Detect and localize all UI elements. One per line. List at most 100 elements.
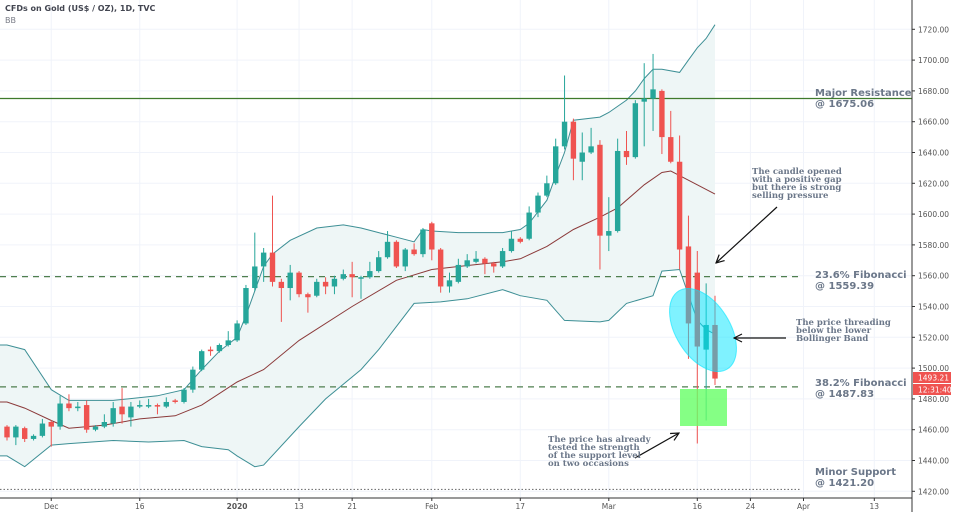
time-tick-label: Dec [44, 502, 59, 511]
price-tick-label: 1540.00 [918, 303, 949, 312]
price-tick-label: 1660.00 [918, 118, 949, 127]
candle [384, 231, 391, 259]
candle [278, 278, 285, 322]
candle-body [260, 252, 267, 267]
candle-body [411, 249, 417, 255]
candle-body [384, 241, 391, 258]
candle-body [402, 249, 408, 267]
candle [376, 251, 382, 273]
candle-body [101, 422, 108, 427]
band-note: The price threading below the lower Boll… [796, 318, 894, 344]
candle [455, 258, 462, 284]
candle [216, 343, 223, 353]
fib-38-label-value: @ 1487.83 [815, 389, 874, 400]
candle-body [39, 423, 46, 436]
candle-body [614, 150, 621, 232]
candle [110, 401, 116, 427]
annotation-notes: The candle opened with a positive gap bu… [548, 167, 894, 469]
candle-body [207, 349, 214, 352]
candle [30, 434, 37, 441]
resistance-label: Major Resistance @ 1675.06 [815, 88, 915, 110]
candle [499, 247, 506, 268]
time-tick-label: 16 [135, 502, 145, 511]
candle [39, 418, 46, 438]
candle [420, 227, 426, 258]
candle-body [128, 406, 134, 418]
candle [526, 206, 532, 241]
time-tick-label: 2020 [227, 502, 248, 511]
countdown-tag [913, 384, 951, 395]
candle-body [234, 323, 240, 341]
indicator-label[interactable]: BB [5, 16, 16, 25]
candle-body [225, 340, 231, 345]
candle [66, 394, 72, 412]
candle [614, 138, 621, 233]
time-tick-label: 21 [347, 502, 357, 511]
time-tick-label: Apr [797, 502, 811, 511]
candle [597, 140, 603, 270]
candle-body [393, 241, 400, 267]
candle-body [535, 195, 541, 213]
gap-note-line: The candle opened [752, 167, 842, 177]
gap-note-line: with a positive gap [751, 175, 842, 185]
fib-23-label: 23.6% Fibonacci @ 1559.39 [815, 270, 910, 292]
candle-body [597, 144, 603, 236]
gap-note-line: but there is strong [752, 183, 841, 193]
candle-body [358, 277, 364, 279]
candle-body [437, 249, 444, 287]
candle [437, 247, 444, 293]
time-tick-label: 17 [516, 502, 526, 511]
candle-body [163, 401, 169, 407]
candle-body [464, 260, 470, 267]
candle [588, 127, 594, 155]
price-tick-label: 1720.00 [918, 25, 949, 34]
candle [632, 100, 639, 159]
candle-body [668, 137, 674, 162]
price-tick-label: 1700.00 [918, 56, 949, 65]
price-tick-label: 1480.00 [918, 395, 949, 404]
band-note-line: Bollinger Band [796, 334, 868, 344]
candle [570, 118, 577, 181]
fib-38-label-line: 38.2% Fibonacci [815, 378, 907, 389]
candle [606, 197, 612, 252]
candle-body [243, 288, 249, 324]
support-note-line: of the support level [548, 451, 642, 461]
candle [22, 426, 28, 443]
candle [305, 292, 311, 313]
candle [296, 271, 302, 298]
countdown-text: 12:31:40 [918, 386, 952, 395]
candle-body [526, 212, 532, 239]
candle-body [508, 238, 515, 252]
support-test-box [680, 389, 727, 426]
candle [553, 138, 559, 185]
candle-body [561, 121, 568, 147]
candle [464, 254, 470, 268]
candle [145, 398, 152, 409]
candle-body [181, 389, 187, 402]
candle-body [641, 98, 647, 102]
time-tick-label: 16 [693, 502, 703, 511]
candle-body [4, 426, 10, 438]
price-axis[interactable]: 1420.00 1440.00 1460.00 1480.00 1500.00 1520.… [911, 0, 949, 512]
price-tick-label: 1420.00 [918, 487, 949, 496]
support-note-line: tested the strength [548, 443, 640, 453]
support-label: Minor Support @ 1421.20 [815, 467, 900, 489]
fib-23-label-value: @ 1559.39 [815, 281, 874, 292]
resistance-label-value: @ 1675.06 [815, 99, 874, 110]
support-note-line: on two occasions [548, 459, 629, 469]
last-price-tag [913, 372, 951, 383]
band-note-line: The price threading [796, 318, 891, 328]
candle [252, 232, 258, 292]
candle [199, 349, 205, 372]
candle [668, 110, 674, 164]
support-label-value: @ 1421.20 [815, 478, 874, 489]
candle-body [314, 281, 320, 296]
candle [482, 257, 488, 275]
candle-body [659, 90, 665, 138]
candle-body [305, 294, 311, 298]
candle [561, 75, 568, 150]
candle [491, 261, 497, 273]
time-axis[interactable]: Dec 16 2020 13 21 Feb 17 Mar 16 24 Apr 13 [0, 497, 912, 511]
price-tick-label: 1520.00 [918, 333, 949, 342]
